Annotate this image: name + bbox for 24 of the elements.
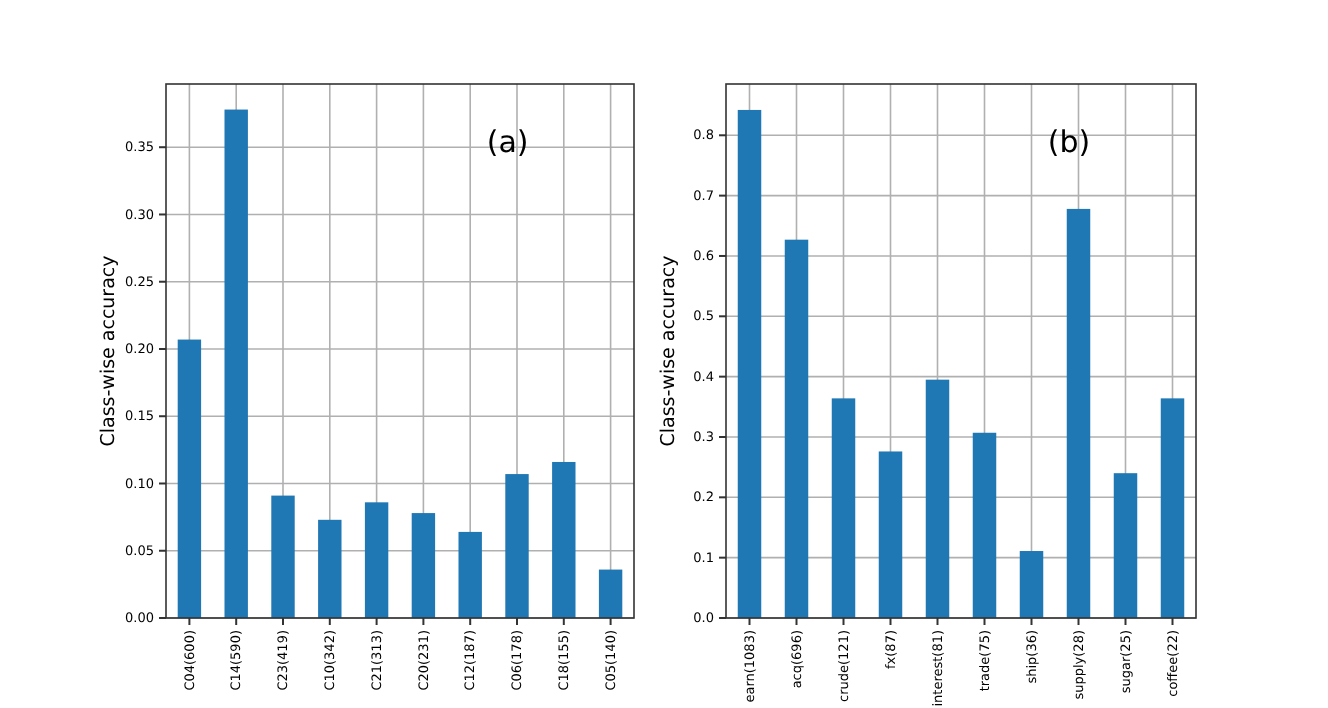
- bar: [1160, 398, 1185, 618]
- y-axis-title: Class-wise accuracy: [98, 254, 120, 447]
- bar: [878, 451, 903, 618]
- bar: [364, 502, 389, 618]
- bar: [737, 109, 762, 618]
- bar: [411, 513, 436, 618]
- annotation: (a): [486, 124, 529, 160]
- bar: [224, 109, 248, 618]
- bar: [831, 398, 856, 618]
- annotation: (b): [1047, 124, 1091, 160]
- bar: [1113, 473, 1138, 618]
- bar: [598, 569, 623, 618]
- bar: [1066, 208, 1091, 618]
- bar: [318, 519, 342, 618]
- bar: [925, 379, 950, 618]
- bar: [552, 461, 576, 618]
- bar: [784, 239, 809, 618]
- bar: [505, 474, 529, 618]
- bar: [1019, 551, 1044, 618]
- bar: [972, 432, 997, 618]
- bar: [177, 339, 202, 618]
- bar: [458, 531, 482, 618]
- y-axis-title: Class-wise accuracy: [658, 254, 680, 447]
- bar: [271, 495, 295, 618]
